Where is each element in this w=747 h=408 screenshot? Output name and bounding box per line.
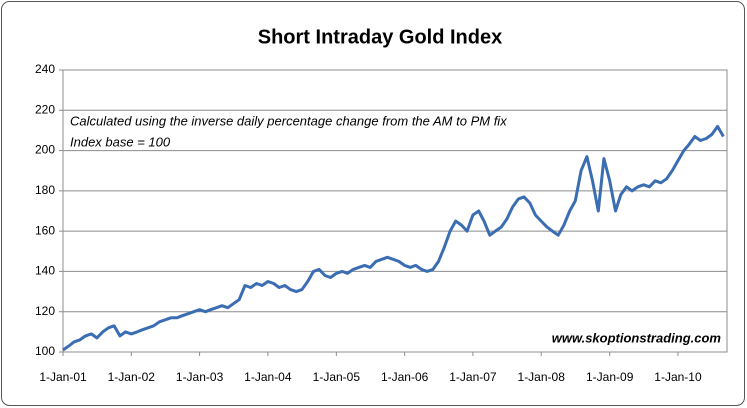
x-tick-label: 1-Jan-04 — [244, 370, 292, 384]
y-tick-label: 180 — [35, 183, 55, 197]
y-tick-label: 100 — [35, 344, 55, 358]
y-tick-label: 140 — [35, 264, 55, 278]
y-tick-label: 240 — [35, 62, 55, 76]
y-tick-label: 160 — [35, 223, 55, 237]
y-tick-label: 200 — [35, 143, 55, 157]
x-tick-label: 1-Jan-06 — [381, 370, 429, 384]
annotation: Index base = 100 — [70, 134, 171, 149]
y-tick-label: 220 — [35, 102, 55, 116]
x-tick-label: 1-Jan-09 — [586, 370, 634, 384]
x-tick-label: 1-Jan-07 — [449, 370, 497, 384]
x-tick-label: 1-Jan-01 — [39, 370, 87, 384]
annotation: www.skoptionstrading.com — [552, 330, 722, 345]
x-tick-label: 1-Jan-08 — [518, 370, 566, 384]
annotation: Calculated using the inverse daily perce… — [70, 113, 507, 128]
x-tick-label: 1-Jan-02 — [108, 370, 156, 384]
chart-title: Short Intraday Gold Index — [258, 26, 502, 48]
y-tick-label: 120 — [35, 304, 55, 318]
x-tick-label: 1-Jan-05 — [313, 370, 361, 384]
x-tick-label: 1-Jan-10 — [654, 370, 702, 384]
series-line — [62, 124, 725, 352]
x-tick-label: 1-Jan-03 — [176, 370, 224, 384]
